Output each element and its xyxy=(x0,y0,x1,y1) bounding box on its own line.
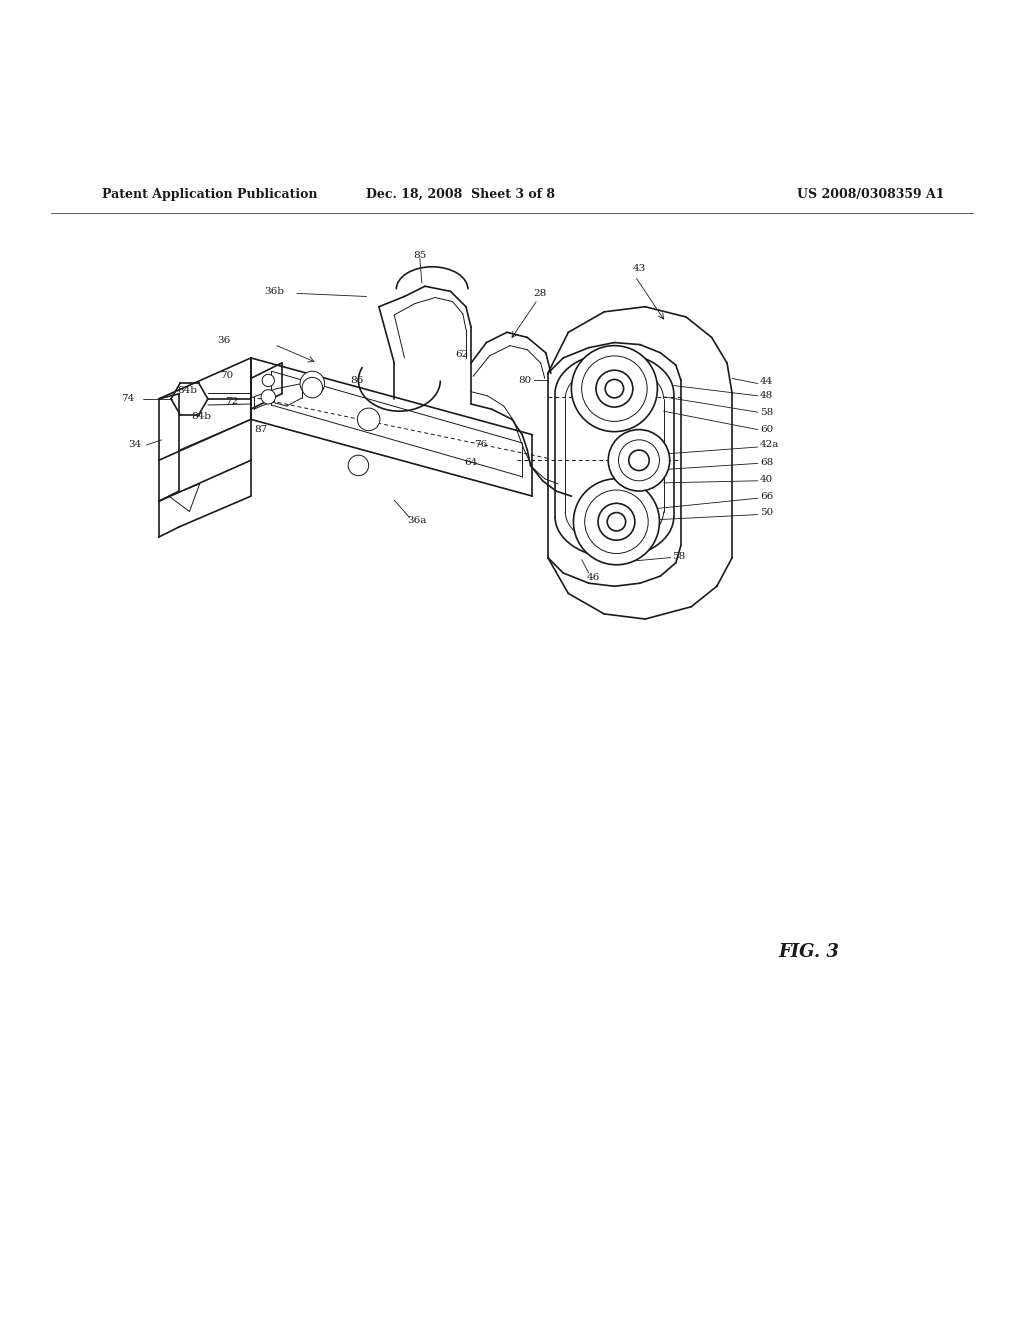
Text: Dec. 18, 2008  Sheet 3 of 8: Dec. 18, 2008 Sheet 3 of 8 xyxy=(367,187,555,201)
Text: 44: 44 xyxy=(760,378,773,385)
Circle shape xyxy=(585,490,648,553)
Text: 36: 36 xyxy=(217,337,230,345)
Text: 68: 68 xyxy=(760,458,773,467)
Text: 66: 66 xyxy=(760,491,773,500)
Text: 74: 74 xyxy=(121,395,134,404)
Text: 72: 72 xyxy=(225,397,239,407)
Circle shape xyxy=(596,370,633,407)
Text: 40: 40 xyxy=(760,475,773,484)
Text: 58: 58 xyxy=(760,408,773,417)
Text: 58: 58 xyxy=(672,552,685,561)
Circle shape xyxy=(629,450,649,470)
Text: 76: 76 xyxy=(474,441,487,449)
Text: 62: 62 xyxy=(456,350,469,359)
Text: 28: 28 xyxy=(534,289,547,298)
Circle shape xyxy=(607,512,626,531)
Text: 85: 85 xyxy=(414,251,427,260)
Text: US 2008/0308359 A1: US 2008/0308359 A1 xyxy=(797,187,944,201)
Text: Patent Application Publication: Patent Application Publication xyxy=(102,187,317,201)
Circle shape xyxy=(573,479,659,565)
Text: 87: 87 xyxy=(254,425,267,434)
Text: 86: 86 xyxy=(350,376,364,385)
Text: 34: 34 xyxy=(128,441,141,449)
Text: 48: 48 xyxy=(760,391,773,400)
Circle shape xyxy=(300,371,325,396)
Text: 50: 50 xyxy=(760,508,773,517)
Circle shape xyxy=(262,375,274,387)
Circle shape xyxy=(608,429,670,491)
Text: 46: 46 xyxy=(587,573,600,582)
Circle shape xyxy=(582,356,647,421)
Circle shape xyxy=(598,503,635,540)
Circle shape xyxy=(348,455,369,475)
Text: 84b: 84b xyxy=(177,387,198,395)
Circle shape xyxy=(302,378,323,397)
Circle shape xyxy=(618,440,659,480)
Circle shape xyxy=(605,379,624,397)
Circle shape xyxy=(571,346,657,432)
Text: 43: 43 xyxy=(633,264,646,273)
Text: FIG. 3: FIG. 3 xyxy=(778,942,839,961)
Text: 60: 60 xyxy=(760,425,773,434)
Text: 80: 80 xyxy=(518,376,531,385)
Text: 36b: 36b xyxy=(264,286,285,296)
Text: 36a: 36a xyxy=(408,516,427,525)
Text: 70: 70 xyxy=(220,371,233,380)
Circle shape xyxy=(357,408,380,430)
Text: 42a: 42a xyxy=(760,441,779,449)
Text: 64: 64 xyxy=(464,458,477,467)
Circle shape xyxy=(261,389,275,404)
Text: 84b: 84b xyxy=(190,412,211,421)
